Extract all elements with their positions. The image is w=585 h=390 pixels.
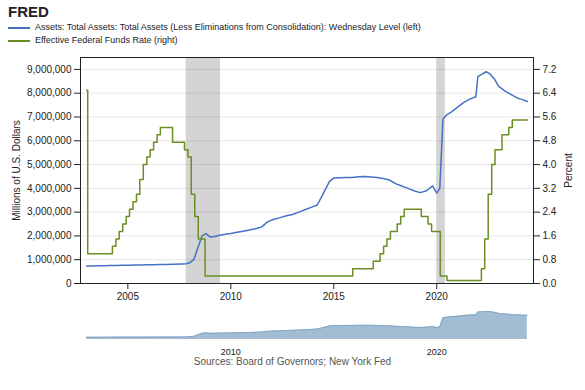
html-text:Sources: Board of Governors; N: Sources: Board of Governors; New York Fe… <box>193 356 392 367</box>
svg-text:6.4: 6.4 <box>543 87 557 98</box>
svg-text:4,000,000: 4,000,000 <box>27 183 72 194</box>
svg-text:4.8: 4.8 <box>543 135 557 146</box>
svg-text:0.0: 0.0 <box>543 278 557 289</box>
svg-text:2010: 2010 <box>221 347 241 355</box>
html-text:Effective Federal Funds Rate (: Effective Federal Funds Rate (right) <box>35 35 178 45</box>
svg-text:3.2: 3.2 <box>543 183 557 194</box>
svg-text:3,000,000: 3,000,000 <box>27 206 72 217</box>
svg-text:1,000,000: 1,000,000 <box>27 254 72 265</box>
svg-text:2010: 2010 <box>220 291 243 302</box>
html-text:Assets: Total Assets: Total As: Assets: Total Assets: Total Assets (Less… <box>35 22 421 32</box>
svg-text:2.4: 2.4 <box>543 206 557 217</box>
svg-text:0: 0 <box>66 278 72 289</box>
svg-text:1.6: 1.6 <box>543 230 557 241</box>
svg-text:6,000,000: 6,000,000 <box>27 135 72 146</box>
html-text:FRED: FRED <box>8 3 49 20</box>
svg-text:0.8: 0.8 <box>543 254 557 265</box>
svg-text:5,000,000: 5,000,000 <box>27 159 72 170</box>
svg-text:8,000,000: 8,000,000 <box>27 87 72 98</box>
svg-text:2020: 2020 <box>426 291 449 302</box>
svg-text:5.6: 5.6 <box>543 111 557 122</box>
svg-text:7.2: 7.2 <box>543 64 557 75</box>
svg-text:9,000,000: 9,000,000 <box>27 64 72 75</box>
svg-text:Millions of U.S. Dollars: Millions of U.S. Dollars <box>11 120 22 221</box>
svg-text:2,000,000: 2,000,000 <box>27 230 72 241</box>
svg-text:2015: 2015 <box>323 291 346 302</box>
svg-text:4.0: 4.0 <box>543 159 557 170</box>
svg-text:7,000,000: 7,000,000 <box>27 111 72 122</box>
svg-text:2005: 2005 <box>117 291 140 302</box>
svg-text:2020: 2020 <box>427 347 447 355</box>
svg-text:Percent: Percent <box>563 153 574 188</box>
